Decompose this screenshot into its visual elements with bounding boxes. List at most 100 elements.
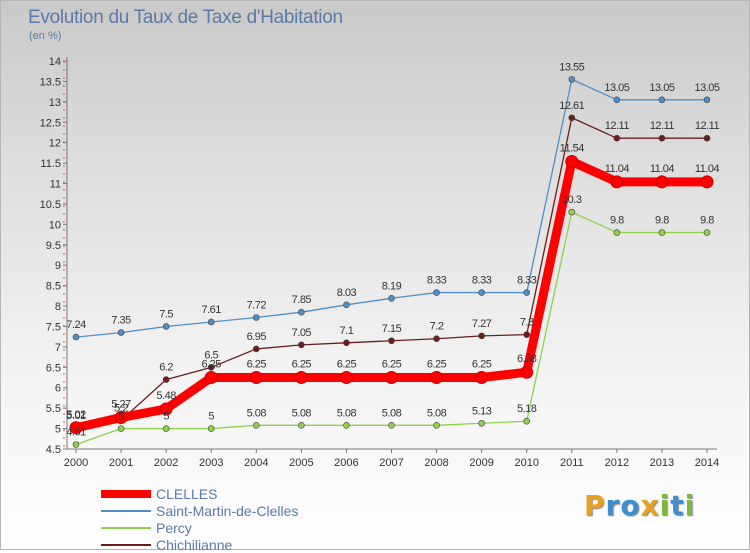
y-tick-label: 8 (55, 301, 61, 313)
data-label: 5.02 (66, 409, 86, 421)
data-label: 8.19 (382, 280, 402, 292)
data-point (162, 323, 170, 330)
x-tick-label: 2011 (560, 457, 584, 469)
y-tick-label: 6.5 (46, 362, 61, 374)
legend-item: Percy (101, 519, 298, 536)
data-point (703, 134, 711, 142)
x-tick-label: 2006 (334, 457, 358, 469)
x-tick-label: 2013 (650, 457, 674, 469)
y-tick-label: 6 (55, 383, 61, 395)
data-label: 5 (118, 411, 124, 423)
data-label: 12.61 (559, 100, 584, 112)
data-point (69, 421, 83, 435)
data-label: 6.25 (292, 359, 312, 371)
data-point (252, 314, 260, 321)
data-label: 7.3 (520, 317, 534, 329)
logo-letter: i (659, 489, 671, 522)
data-label: 11.04 (605, 163, 630, 175)
x-tick-label: 2008 (424, 457, 448, 469)
data-point (565, 154, 579, 168)
data-point (523, 289, 531, 296)
chart-legend: CLELLES Saint-Martin-de-Clelles Percy Chich… (101, 485, 298, 553)
data-label: 5.08 (247, 407, 267, 419)
data-label: 13.05 (649, 82, 674, 94)
y-tick-label: 13 (49, 97, 61, 109)
x-tick-label: 2010 (514, 457, 538, 469)
data-point (700, 175, 714, 189)
y-tick-label: 12.5 (40, 117, 61, 129)
data-point (478, 419, 485, 427)
data-label: 8.33 (472, 275, 492, 287)
x-tick-label: 2012 (605, 457, 629, 469)
data-label: 8.03 (337, 287, 357, 299)
y-tick-label: 7.5 (46, 321, 61, 333)
legend-item: Saint-Martin-de-Clelles (101, 502, 298, 519)
data-label: 10.3 (562, 194, 582, 206)
data-point (475, 371, 489, 385)
data-label: 7.1 (340, 325, 354, 337)
logo-letter: r (605, 489, 621, 522)
data-label: 7.72 (247, 299, 267, 311)
x-tick-label: 2014 (695, 457, 719, 469)
data-label: 6.2 (159, 362, 173, 374)
data-label: 7.61 (202, 304, 222, 316)
legend-item: CLELLES (101, 485, 298, 502)
legend-label: Percy (156, 519, 192, 536)
data-point (207, 318, 215, 326)
data-point (658, 134, 666, 142)
data-point (433, 422, 440, 429)
logo-letter: i (684, 489, 696, 522)
data-point (520, 365, 534, 379)
data-label: 5.13 (472, 405, 492, 417)
y-tick-label: 5 (55, 424, 61, 436)
data-label: 11.04 (695, 163, 720, 175)
data-label: 7.27 (472, 318, 492, 330)
data-point (658, 96, 666, 104)
y-tick-label: 14 (49, 56, 61, 68)
y-tick-label: 9.5 (46, 240, 61, 252)
data-label: 5.48 (156, 390, 176, 402)
data-label: 6.25 (472, 359, 492, 371)
x-tick-label: 2004 (244, 457, 268, 469)
y-tick-label: 5.5 (46, 403, 61, 415)
data-point (252, 345, 260, 353)
data-point (523, 331, 531, 338)
data-point (249, 371, 263, 385)
data-label: 5.18 (517, 403, 537, 415)
data-point (703, 96, 711, 104)
data-label: 7.15 (382, 323, 402, 335)
data-point (117, 329, 125, 336)
data-label: 6.25 (382, 359, 402, 371)
legend-swatch (101, 489, 151, 498)
data-label: 5.2 (114, 402, 128, 414)
data-point (72, 333, 80, 341)
data-label: 4.61 (66, 427, 86, 439)
data-label: 11.54 (560, 142, 585, 154)
data-point (114, 411, 128, 425)
data-point (610, 175, 624, 189)
logo-letter: P (584, 489, 606, 522)
chart-title: Evolution du Taux de Taxe d'Habitation (28, 7, 343, 28)
legend-swatch (101, 543, 151, 546)
legend-swatch (101, 526, 151, 529)
data-point (613, 229, 621, 236)
x-tick-label: 2002 (154, 457, 178, 469)
data-point (117, 425, 125, 432)
data-label: 6.38 (517, 353, 537, 365)
data-point (339, 371, 353, 385)
data-point (703, 229, 711, 236)
data-point (298, 341, 305, 349)
logo-letter: o (620, 489, 641, 522)
y-tick-label: 8.5 (46, 281, 61, 293)
data-label: 7.5 (159, 308, 173, 320)
data-point (568, 114, 576, 122)
proxiti-logo: Proxiti (584, 489, 695, 522)
data-label: 13.05 (694, 82, 719, 94)
data-label: 7.85 (292, 294, 312, 306)
data-label: 13.05 (604, 82, 629, 94)
data-label: 7.35 (111, 315, 131, 327)
data-point (207, 425, 215, 432)
data-label: 5.01 (66, 410, 86, 422)
